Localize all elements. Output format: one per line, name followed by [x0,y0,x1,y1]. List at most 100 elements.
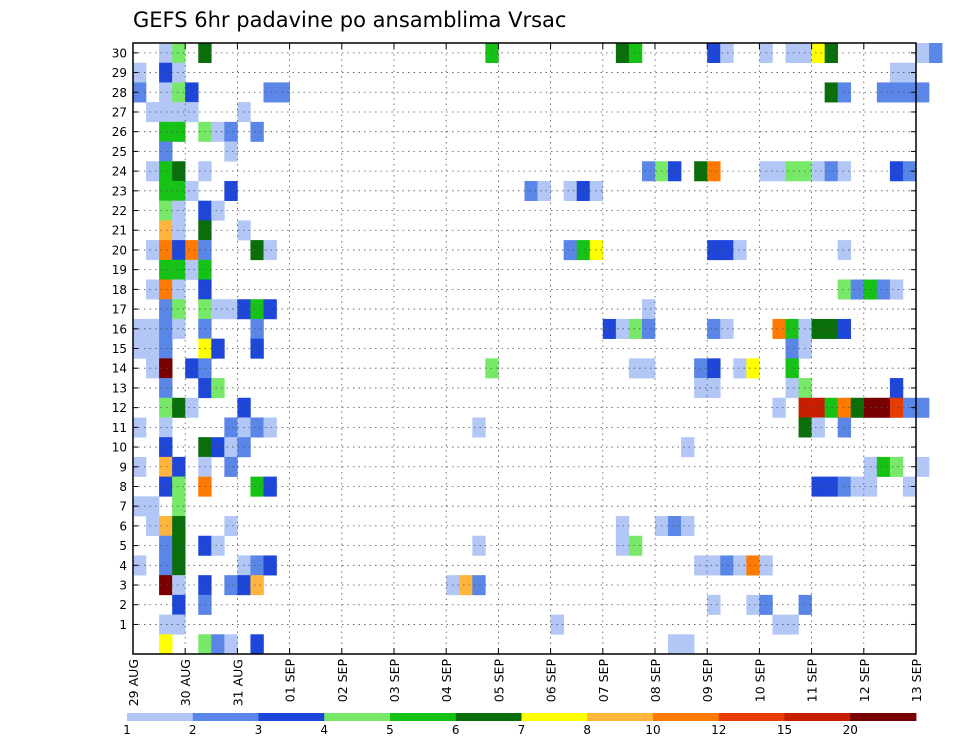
precip-cell [472,417,486,438]
y-tick-label: 12 [112,401,127,415]
precip-cell [159,279,173,300]
precip-cell [472,535,486,556]
precip-cell [916,82,930,103]
precip-cell [824,318,838,339]
precip-cell [172,496,186,517]
precip-cell [889,279,904,300]
precip-cell [641,358,656,379]
y-tick-label: 24 [112,165,127,179]
precip-cell [785,378,799,399]
precip-cell [811,161,825,182]
precip-cell [172,279,186,300]
precip-cell [159,338,173,359]
precip-cell [172,200,186,221]
precip-cell [889,397,904,418]
precip-cell [224,634,238,655]
precip-cell [628,318,643,339]
precip-cell [811,476,825,497]
precip-cell [707,594,721,615]
y-tick-label: 4 [119,559,127,573]
precip-cell [824,397,838,418]
precip-cell [576,180,591,201]
precip-cell [185,358,199,379]
y-tick-label: 29 [112,66,127,80]
precip-cell [850,279,865,300]
y-tick-label: 3 [119,579,127,593]
precip-cell [250,634,264,655]
precip-cell [250,240,264,261]
colorbar-label: 12 [711,723,726,737]
precip-cell [720,43,734,64]
precip-cell [211,338,225,359]
x-tick-label: 30 AUG [178,659,193,706]
precip-cell [172,476,186,497]
precip-cell [263,240,277,261]
precip-cell [811,318,825,339]
precip-cell [707,378,721,399]
precip-cell [563,240,577,261]
precip-cell [668,634,682,655]
precip-cell [172,299,186,320]
precip-cell [172,614,186,635]
precip-cell [889,161,904,182]
x-tick-label: 01 SEP [283,659,298,703]
y-tick-label: 6 [119,519,127,533]
y-tick-label: 8 [119,480,127,494]
precip-cell [146,279,160,300]
colorbar-swatch [192,713,259,721]
x-tick-label: 04 SEP [439,659,454,703]
precip-cell [172,456,186,477]
precip-cell [159,82,173,103]
colorbar-swatch [455,713,522,721]
precip-cell [916,456,930,477]
precip-cell [876,397,891,418]
precip-cell [916,43,930,64]
precip-cell [811,417,825,438]
precip-cell [146,318,160,339]
precip-cell [198,634,212,655]
precip-cell [172,240,186,261]
precip-cell [224,456,238,477]
colorbar: 1 2 3 4 5 6 7 8 10 12 15 20 [123,713,917,737]
precip-cell [172,259,186,280]
precip-cell [811,397,825,418]
precip-cell [159,476,173,497]
precip-cell [720,318,734,339]
precip-cell [224,575,238,596]
precip-cell [785,318,799,339]
colorbar-label: 1 [123,723,131,737]
colorbar-label: 10 [645,723,660,737]
colorbar-label: 8 [583,723,591,737]
y-tick-label: 17 [112,303,127,317]
precip-cell [172,121,186,142]
precip-cell [172,62,186,83]
y-tick-label: 1 [119,618,127,632]
precip-cell [628,43,643,64]
precip-cell [837,417,852,438]
precip-cell [824,476,838,497]
precip-cell [250,318,264,339]
x-tick-label: 12 SEP [857,659,872,703]
precip-cell [211,634,225,655]
precip-cell [837,82,852,103]
x-axis-ticks: 29 AUG 30 AUG 31 AUG 01 SEP 02 SEP 03 SEP 04 S… [126,43,924,706]
precip-cell [472,575,486,596]
x-tick-label: 08 SEP [648,659,663,703]
precip-cell [172,575,186,596]
precip-cell [172,220,186,241]
precip-cell [250,417,264,438]
precip-cell [146,161,160,182]
precip-cell [159,516,173,537]
precip-cell [824,161,838,182]
precip-cell [785,614,799,635]
precip-cell [850,476,865,497]
precip-cell [159,614,173,635]
precip-cell [159,634,173,655]
precip-cell [628,358,643,379]
y-tick-label: 2 [119,598,127,612]
precip-cell [159,378,173,399]
precip-cell [146,516,160,537]
precip-cell [159,240,173,261]
precip-cell [159,318,173,339]
